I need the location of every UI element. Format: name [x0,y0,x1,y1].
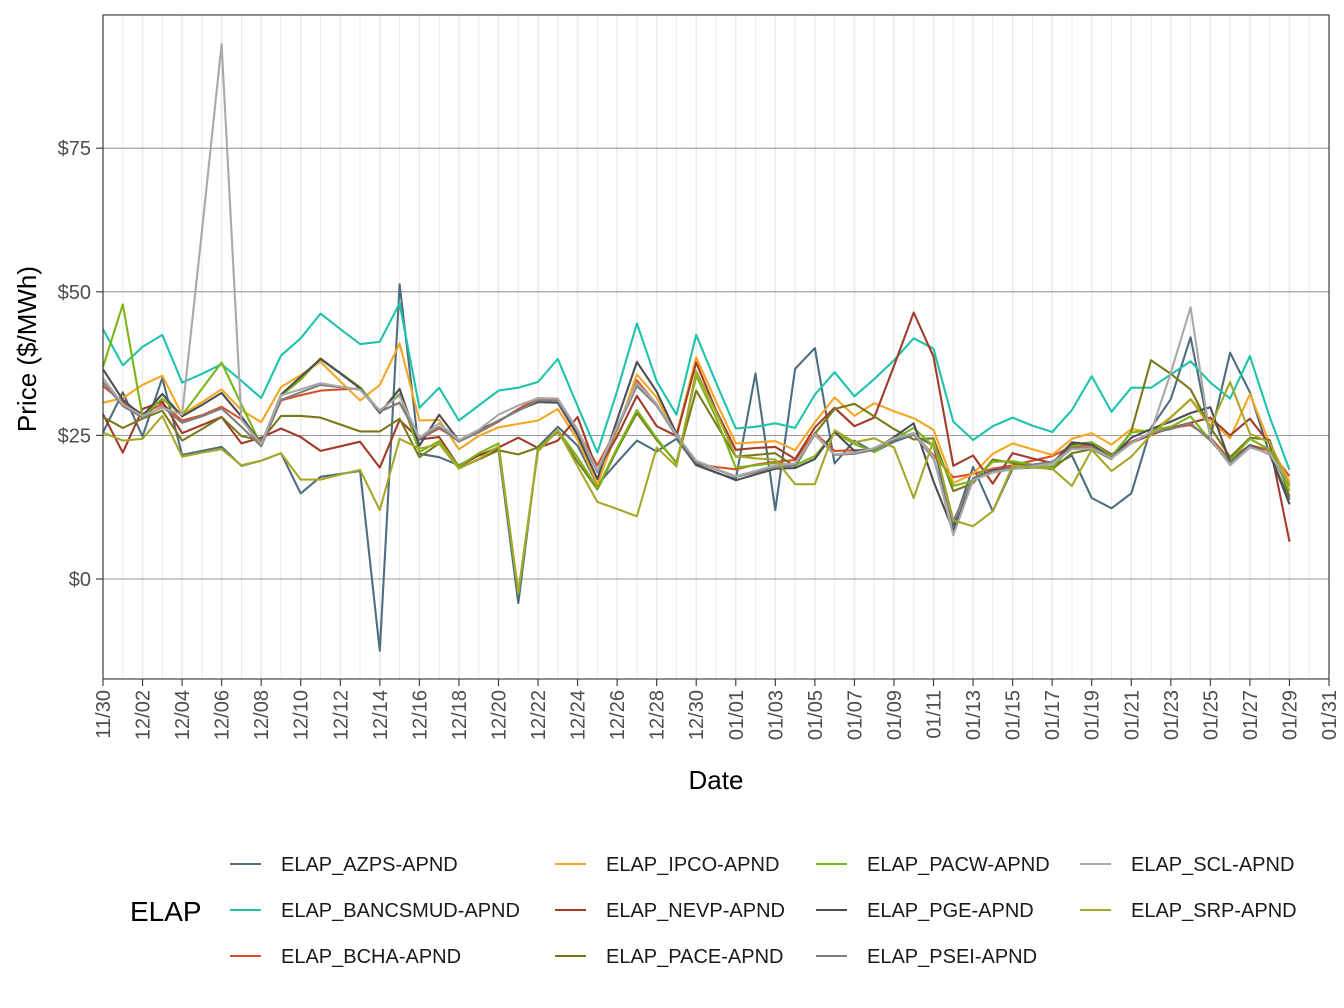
x-tick-label: 01/21 [1121,690,1143,740]
legend-label: ELAP_SCL-APND [1131,854,1294,876]
x-tick-label: 12/16 [409,690,431,740]
minor-gridlines-x [122,15,1310,679]
x-tick-label: 01/01 [726,690,748,740]
x-axis-title: Date [689,765,744,795]
y-tick-label: $50 [58,282,91,304]
x-tick-label: 01/05 [805,690,827,740]
legend-label: ELAP_AZPS-APND [281,854,458,876]
legend-item-elap-psei-apnd: ELAP_PSEI-APND [816,946,1037,968]
legend-item-elap-scl-apnd: ELAP_SCL-APND [1080,854,1294,876]
x-tick-label: 01/19 [1082,690,1104,740]
legend-label: ELAP_IPCO-APND [606,854,779,876]
y-axis: $0 $25 $50 $75 [58,138,103,591]
x-tick-label: 12/30 [686,690,708,740]
x-tick-label: 12/12 [330,690,352,740]
legend-item-elap-bcha-apnd: ELAP_BCHA-APND [230,946,461,968]
x-tick-label: 12/20 [488,690,510,740]
legend-item-elap-pge-apnd: ELAP_PGE-APND [816,900,1034,922]
major-gridlines-x [102,15,1330,679]
x-tick-label: 12/28 [647,690,669,740]
x-tick-label: 12/18 [449,690,471,740]
legend-label: ELAP_PSEI-APND [867,946,1037,968]
legend-item-elap-nevp-apnd: ELAP_NEVP-APND [555,900,785,922]
x-tick-label: 01/03 [765,690,787,740]
legend-item-elap-bancsmud-apnd: ELAP_BANCSMUD-APND [230,900,520,922]
y-tick-label: $25 [58,425,91,447]
legend-title: ELAP [130,896,202,927]
x-tick-label: 01/31 [1319,690,1341,740]
series-line-elap-scl-apnd [102,43,1291,537]
legend-label: ELAP_SRP-APND [1131,900,1297,922]
x-axis: 11/30 12/02 12/04 12/06 12/08 12/10 12/12 12/14… [93,679,1341,740]
y-tick-label: $75 [58,138,91,160]
x-tick-label: 12/02 [133,690,155,740]
x-tick-label: 12/04 [172,690,194,740]
legend-item-elap-pace-apnd: ELAP_PACE-APND [555,946,783,968]
x-tick-label: 12/24 [568,690,590,740]
series-line-elap-ipco-apnd [102,342,1291,486]
series-lines [101,43,1291,652]
x-tick-label: 12/10 [291,690,313,740]
series-line-elap-pge-apnd [102,357,1291,532]
x-tick-label: 12/06 [212,690,234,740]
x-tick-label: 12/08 [251,690,273,740]
legend-item-elap-srp-apnd: ELAP_SRP-APND [1080,900,1297,922]
x-tick-label: 01/25 [1200,690,1222,740]
legend-label: ELAP_BANCSMUD-APND [281,900,520,922]
x-tick-label: 01/13 [963,690,985,740]
x-tick-label: 01/23 [1161,690,1183,740]
x-tick-label: 01/15 [1003,690,1025,740]
panel-border [102,14,1330,680]
gridlines-y [103,147,1329,580]
x-tick-label: 12/26 [607,690,629,740]
legend-item-elap-azps-apnd: ELAP_AZPS-APND [230,854,458,876]
x-tick-label: 01/07 [844,690,866,740]
x-tick-label: 01/11 [924,690,946,739]
x-tick-label: 12/22 [528,690,550,740]
legend-label: ELAP_PACE-APND [606,946,783,968]
legend: ELAP_AZPS-APND ELAP_BANCSMUD-APND ELAP_BCH… [230,854,1297,968]
x-tick-label: 11/30 [93,690,115,739]
x-tick-label: 01/27 [1240,690,1262,740]
legend-label: ELAP_BCHA-APND [281,946,461,968]
legend-label: ELAP_PACW-APND [867,854,1050,876]
legend-item-elap-pacw-apnd: ELAP_PACW-APND [816,854,1050,876]
x-tick-label: 01/17 [1042,690,1064,740]
legend-label: ELAP_NEVP-APND [606,900,785,922]
x-tick-label: 12/14 [370,690,392,740]
x-tick-label: 01/29 [1279,690,1301,740]
legend-label: ELAP_PGE-APND [867,900,1034,922]
series-line-elap-psei-apnd [102,381,1291,523]
series-line-elap-srp-apnd [102,370,1291,593]
legend-item-elap-ipco-apnd: ELAP_IPCO-APND [555,854,779,876]
x-tick-label: 01/09 [884,690,906,740]
y-tick-label: $0 [69,569,91,591]
series-line-elap-bancsmud-apnd [102,302,1291,471]
y-axis-title: Price ($/MWh) [12,266,42,432]
